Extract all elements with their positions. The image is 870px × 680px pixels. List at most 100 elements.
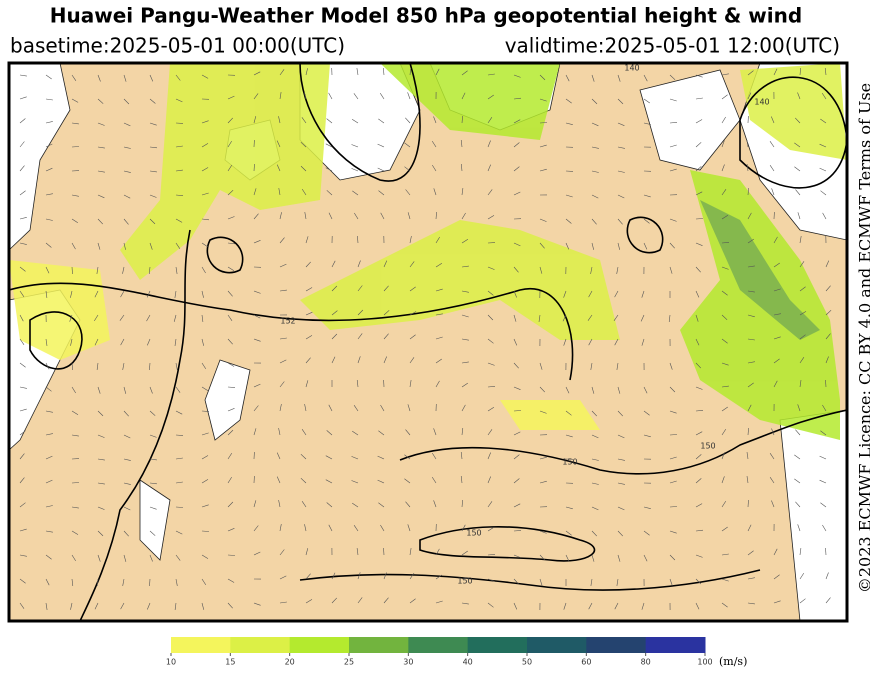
wind-arrow — [643, 386, 648, 394]
wind-arrow — [747, 265, 755, 268]
wind-arrow — [304, 524, 307, 532]
wind-arrow — [773, 600, 781, 604]
wind-arrow — [695, 554, 703, 558]
wind-arrow — [149, 218, 156, 225]
wind-arrow — [747, 314, 755, 318]
wind-arrow — [175, 266, 178, 274]
wind-arrow — [123, 410, 129, 417]
wind-arrow — [721, 602, 728, 608]
wind-arrow — [149, 194, 157, 198]
wind-arrow — [301, 501, 307, 508]
wind-arrow — [71, 122, 79, 125]
wind-arrow — [201, 362, 207, 370]
wind-arrow — [461, 290, 469, 293]
wind-arrow — [617, 218, 623, 225]
wind-arrow — [617, 410, 624, 417]
wind-arrow — [799, 286, 806, 292]
wind-arrow — [539, 456, 547, 460]
wind-arrow — [45, 242, 52, 248]
wind-arrow — [487, 290, 494, 296]
wind-arrow — [149, 170, 157, 173]
wind-arrow — [123, 242, 126, 250]
wind-arrow — [669, 266, 673, 274]
wind-arrow — [747, 404, 752, 412]
wind-arrow — [379, 92, 385, 100]
colorbar-tick-label: 100 — [697, 658, 712, 667]
wind-arrow — [97, 554, 101, 562]
colorbar-swatch — [586, 637, 647, 653]
wind-arrow — [352, 430, 359, 436]
wind-arrow — [669, 456, 677, 460]
wind-arrow — [45, 218, 53, 221]
wind-arrow — [565, 98, 572, 104]
wind-arrow — [45, 74, 52, 80]
map: 140 140 152 150 150 150 150 — [9, 63, 847, 621]
wind-arrow — [351, 480, 359, 484]
wind-arrow — [435, 236, 440, 244]
wind-arrow — [97, 74, 101, 82]
wind-arrow — [513, 290, 517, 298]
wind-arrow — [825, 597, 831, 604]
wind-arrow — [19, 74, 27, 77]
wind-arrow — [357, 333, 363, 340]
wind-arrow — [721, 476, 725, 484]
wind-arrow — [227, 528, 235, 532]
wind-arrow — [71, 506, 79, 509]
wind-arrow — [45, 410, 53, 413]
wind-arrow — [513, 242, 521, 247]
wind-shading — [9, 63, 847, 440]
wind-arrow — [149, 506, 157, 510]
wind-arrow — [461, 188, 464, 196]
wind-arrow — [94, 338, 99, 346]
wind-arrow — [435, 548, 440, 556]
wind-arrow — [19, 118, 26, 124]
wind-arrow — [305, 357, 311, 364]
wind-arrow — [487, 501, 493, 508]
wind-arrow — [227, 117, 234, 124]
wind-arrow — [539, 386, 546, 393]
wind-arrow — [591, 482, 599, 485]
wind-arrow — [175, 434, 184, 436]
wind-arrow — [643, 506, 651, 509]
wind-arrow — [799, 598, 806, 604]
wind-arrow — [799, 572, 805, 580]
wind-arrow — [227, 164, 233, 172]
wind-arrow — [565, 218, 572, 224]
wind-arrow — [721, 500, 727, 508]
wind-arrow — [747, 602, 755, 605]
wind-arrow — [201, 120, 209, 124]
wind-arrow — [695, 191, 703, 196]
wind-arrow — [641, 290, 645, 298]
wind-arrow — [409, 286, 416, 292]
wind-arrow — [97, 506, 105, 510]
wind-arrow — [794, 166, 801, 172]
colorbar-tick-label: 25 — [344, 658, 354, 667]
wind-arrow — [45, 505, 53, 508]
wind-arrow — [253, 428, 257, 436]
wind-arrow — [617, 434, 625, 439]
wind-arrow — [539, 530, 547, 534]
wind-arrow — [123, 530, 129, 537]
wind-arrow — [45, 602, 48, 610]
wind-arrow — [123, 434, 131, 439]
wind-arrow — [617, 554, 621, 562]
wind-arrow — [695, 602, 700, 610]
wind-arrow — [328, 524, 333, 532]
wind-arrow — [201, 314, 204, 322]
wind-arrow — [461, 577, 469, 580]
wind-arrow — [513, 191, 521, 196]
wind-arrow — [407, 404, 411, 412]
wind-arrow — [695, 119, 703, 124]
wind-arrow — [617, 170, 625, 173]
wind-arrow — [409, 311, 417, 316]
wind-arrow — [175, 98, 183, 103]
wind-arrow — [721, 428, 727, 436]
wind-arrow — [565, 242, 570, 250]
wind-arrow — [325, 143, 333, 148]
colorbar-tick-label: 80 — [641, 658, 651, 667]
wind-arrow — [227, 266, 235, 271]
wind-arrow — [747, 290, 755, 293]
wind-arrow — [201, 167, 209, 172]
wind-arrow — [201, 455, 209, 460]
